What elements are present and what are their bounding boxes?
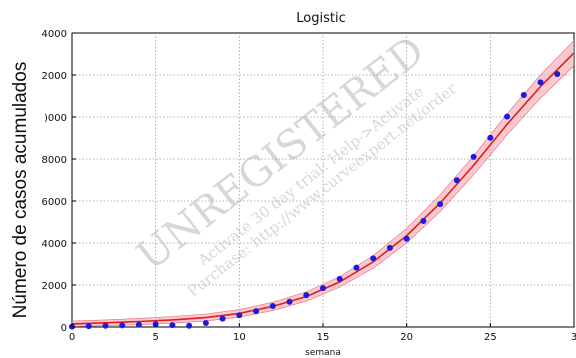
x-axis: 0 5 10 15 20 25 3 xyxy=(69,323,576,343)
y-tick-label: 4000 xyxy=(42,239,67,250)
x-tick-label: 25 xyxy=(484,332,497,343)
data-point xyxy=(85,323,92,330)
x-tick-label: 3 xyxy=(571,332,576,343)
y-tick-label: 2000 xyxy=(42,71,67,82)
grid xyxy=(72,33,574,327)
data-point xyxy=(537,79,544,86)
y-tick-label: 4000 xyxy=(42,29,67,40)
data-point xyxy=(202,320,209,327)
x-tick-label: 5 xyxy=(152,332,158,343)
data-point xyxy=(336,275,343,282)
data-point xyxy=(320,285,326,292)
data-point xyxy=(504,113,511,120)
data-point xyxy=(437,201,444,208)
y-axis: 0 2000 4000 6000 8000 )000 2000 4000 xyxy=(42,29,76,334)
plot-area xyxy=(69,32,575,330)
x-tick-label: 20 xyxy=(400,332,413,343)
x-tick-label: 10 xyxy=(233,332,246,343)
data-point xyxy=(236,312,243,319)
data-point xyxy=(554,70,561,77)
y-tick-label: 6000 xyxy=(42,197,67,208)
x-tick-label: 0 xyxy=(69,332,75,343)
data-point xyxy=(135,321,142,328)
data-point xyxy=(286,298,293,305)
y-axis-label: Número de casos acumulados xyxy=(10,62,31,319)
data-point xyxy=(520,91,527,98)
data-point xyxy=(470,153,477,160)
data-point xyxy=(353,264,360,271)
y-tick-label: 0 xyxy=(61,323,67,334)
data-point xyxy=(269,303,276,309)
y-tick-label: 8000 xyxy=(42,155,67,166)
data-point xyxy=(370,255,377,262)
data-point xyxy=(453,177,460,184)
data-point xyxy=(303,292,310,299)
data-point xyxy=(487,134,494,141)
data-point xyxy=(420,217,427,224)
data-point xyxy=(219,315,226,322)
data-point xyxy=(102,322,109,329)
y-tick-label: )000 xyxy=(44,113,67,124)
x-axis-label: semana xyxy=(305,348,341,358)
data-point xyxy=(169,322,176,329)
data-point xyxy=(253,308,260,315)
data-point xyxy=(386,244,393,251)
data-point xyxy=(186,322,193,329)
chart-title: Logistic xyxy=(296,11,345,26)
y-tick-label: 2000 xyxy=(42,281,67,292)
data-point xyxy=(119,322,126,329)
x-tick-label: 15 xyxy=(317,332,330,343)
data-point xyxy=(403,235,410,242)
